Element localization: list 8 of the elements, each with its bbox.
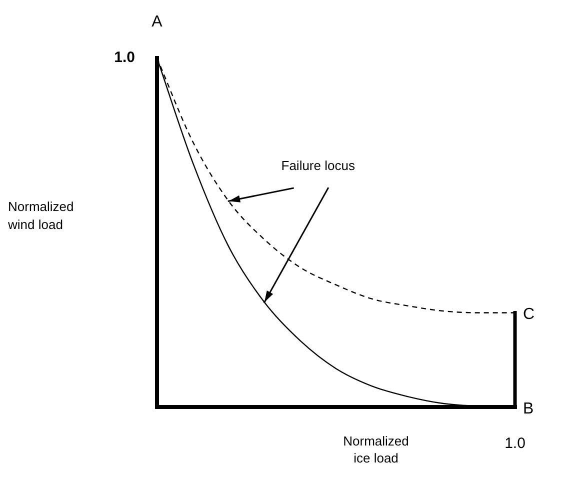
text: C xyxy=(523,306,535,324)
text: B xyxy=(523,400,534,418)
x-axis-title: Normalized ice load xyxy=(343,434,409,466)
annotation: Failure locus xyxy=(281,158,356,173)
text: Normalized wind load xyxy=(7,199,74,232)
text: A xyxy=(152,13,163,30)
text: 1.0 xyxy=(114,49,135,66)
text: 1.0 xyxy=(504,435,526,452)
